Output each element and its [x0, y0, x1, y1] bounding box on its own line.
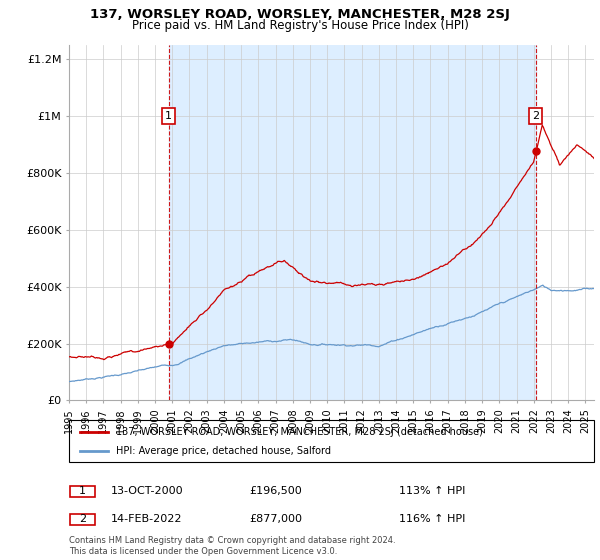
Text: 137, WORSLEY ROAD, WORSLEY, MANCHESTER, M28 2SJ: 137, WORSLEY ROAD, WORSLEY, MANCHESTER, … — [90, 8, 510, 21]
Text: 2: 2 — [79, 515, 86, 524]
Bar — [70, 486, 95, 497]
Text: Price paid vs. HM Land Registry's House Price Index (HPI): Price paid vs. HM Land Registry's House … — [131, 19, 469, 32]
Text: 13-OCT-2000: 13-OCT-2000 — [111, 486, 184, 496]
Text: Contains HM Land Registry data © Crown copyright and database right 2024.
This d: Contains HM Land Registry data © Crown c… — [69, 536, 395, 556]
Text: 1: 1 — [165, 111, 172, 121]
Text: 113% ↑ HPI: 113% ↑ HPI — [399, 486, 466, 496]
Bar — [169, 45, 536, 400]
Text: 14-FEB-2022: 14-FEB-2022 — [111, 514, 182, 524]
Text: 116% ↑ HPI: 116% ↑ HPI — [399, 514, 466, 524]
Text: 2: 2 — [532, 111, 539, 121]
Text: £196,500: £196,500 — [249, 486, 302, 496]
Text: HPI: Average price, detached house, Salford: HPI: Average price, detached house, Salf… — [116, 446, 331, 456]
Text: 137, WORSLEY ROAD, WORSLEY, MANCHESTER, M28 2SJ (detached house): 137, WORSLEY ROAD, WORSLEY, MANCHESTER, … — [116, 427, 483, 437]
Bar — [70, 514, 95, 525]
Text: 1: 1 — [79, 487, 86, 496]
Text: £877,000: £877,000 — [249, 514, 302, 524]
